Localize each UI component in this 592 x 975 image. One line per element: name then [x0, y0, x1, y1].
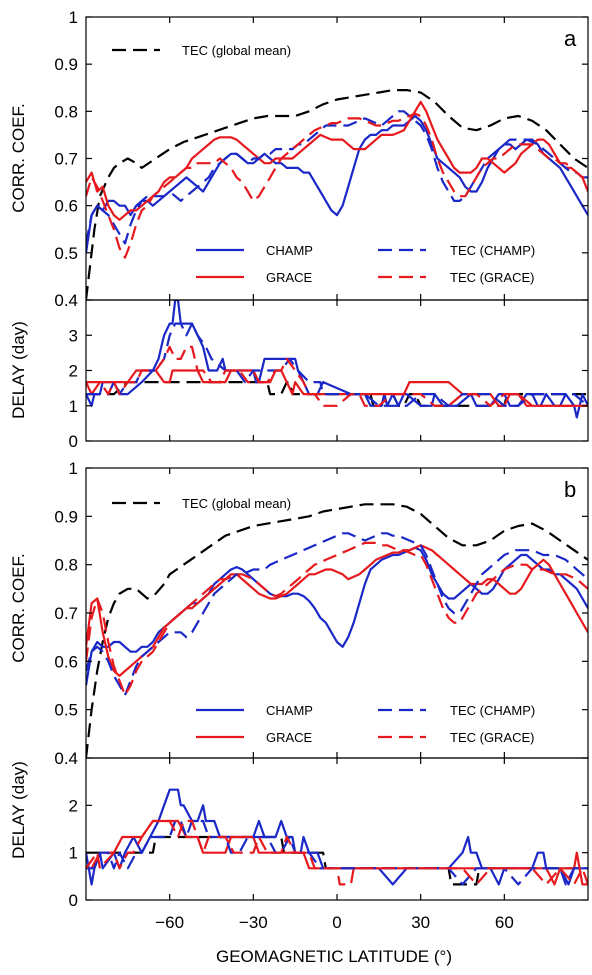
corr-ylabel-b: CORR. COEF. — [9, 553, 28, 663]
panel-corr-b: 0.4 0.5 0.6 0.7 0.8 0.9 1 — [54, 459, 589, 768]
x-axis-label: GEOMAGNETIC LATITUDE (°) — [216, 947, 452, 966]
ytick-label-delay-a: 1 — [69, 397, 78, 416]
legend-champ-text-b: CHAMP — [266, 703, 313, 718]
series-tec-champ-corr-b — [86, 532, 588, 697]
ytick-label-delay-a: 3 — [69, 326, 78, 345]
xtick-label: 30 — [411, 913, 430, 932]
panel-delay-a: 0 1 2 3 — [69, 299, 589, 451]
ytick-label-corr-a: 0.9 — [54, 55, 78, 74]
xtick-label: −30 — [239, 913, 268, 932]
ytick-label-delay-a: 0 — [69, 432, 78, 451]
ytick-label-corr-a: 0.8 — [54, 102, 78, 121]
panel-label-a: a — [564, 26, 577, 51]
series-tec-global-mean-corr-a — [86, 88, 588, 300]
series-tec-champ-corr-a — [86, 110, 588, 245]
series-grace-corr-b — [86, 544, 588, 677]
panel-corr-a: 0.4 0.5 0.6 0.7 0.8 0.9 1 — [54, 8, 589, 310]
series-tec-grace-corr-b — [86, 541, 588, 697]
series-grace-corr-a — [86, 100, 588, 221]
series-champ-corr-a — [86, 114, 588, 253]
series-tec-grace-delay-b — [86, 819, 588, 886]
delay-ylabel-a: DELAY (day) — [9, 321, 28, 419]
panel-delay-b: 0 1 2 −60 −30 0 30 60 — [69, 757, 589, 932]
legend-grace-text-a: GRACE — [266, 270, 313, 285]
ytick-label-corr-b: 1 — [69, 459, 78, 478]
ytick-label-corr-b: 0.4 — [54, 749, 78, 768]
ytick-label-corr-b: 0.8 — [54, 556, 78, 575]
legend-tec-grace-text-b: TEC (GRACE) — [450, 730, 535, 745]
series-tec-grace-corr-a — [86, 112, 588, 259]
xtick-label: 0 — [332, 913, 341, 932]
legend-global-text-b: TEC (global mean) — [182, 496, 291, 511]
series-champ-corr-b — [86, 546, 588, 686]
xtick-label: −60 — [155, 913, 184, 932]
ytick-label-corr-a: 0.7 — [54, 150, 78, 169]
delay-ylabel-b: DELAY (day) — [9, 761, 28, 859]
ytick-label-delay-b: 2 — [69, 796, 78, 815]
ytick-label-corr-b: 0.6 — [54, 652, 78, 671]
corr-ylabel-a: CORR. COEF. — [9, 103, 28, 213]
legend-panel-a: TEC (global mean) CHAMP GRACE TEC (CHAMP… — [112, 43, 535, 285]
ytick-label-corr-a: 0.6 — [54, 197, 78, 216]
ytick-label-corr-a: 0.5 — [54, 244, 78, 263]
ytick-label-delay-b: 1 — [69, 844, 78, 863]
series-tec-global-mean-corr-b — [86, 503, 588, 758]
series-grace-delay-b — [86, 819, 588, 886]
legend-grace-text-b: GRACE — [266, 730, 313, 745]
ytick-label-delay-b: 0 — [69, 891, 78, 910]
ytick-label-corr-b: 0.5 — [54, 701, 78, 720]
series-tec-grace-delay-a — [86, 345, 588, 407]
ytick-label-corr-a: 0.4 — [54, 291, 78, 310]
ytick-label-corr-b: 0.9 — [54, 507, 78, 526]
legend-panel-b: TEC (global mean) CHAMP GRACE TEC (CHAMP… — [112, 496, 535, 745]
ytick-label-corr-a: 1 — [69, 8, 78, 27]
panel-label-b: b — [564, 477, 576, 502]
ytick-label-corr-b: 0.7 — [54, 604, 78, 623]
legend-tec-grace-text-a: TEC (GRACE) — [450, 270, 535, 285]
legend-tec-champ-text-a: TEC (CHAMP) — [450, 243, 535, 258]
legend-tec-champ-text-b: TEC (CHAMP) — [450, 703, 535, 718]
series-tec-champ-delay-b — [86, 819, 588, 886]
ytick-label-delay-a: 2 — [69, 362, 78, 381]
axes-frame-delay-a — [85, 299, 589, 442]
xtick-label: 60 — [495, 913, 514, 932]
series-champ-delay-a — [86, 300, 588, 419]
legend-champ-text-a: CHAMP — [266, 243, 313, 258]
legend-global-text-a: TEC (global mean) — [182, 43, 291, 58]
